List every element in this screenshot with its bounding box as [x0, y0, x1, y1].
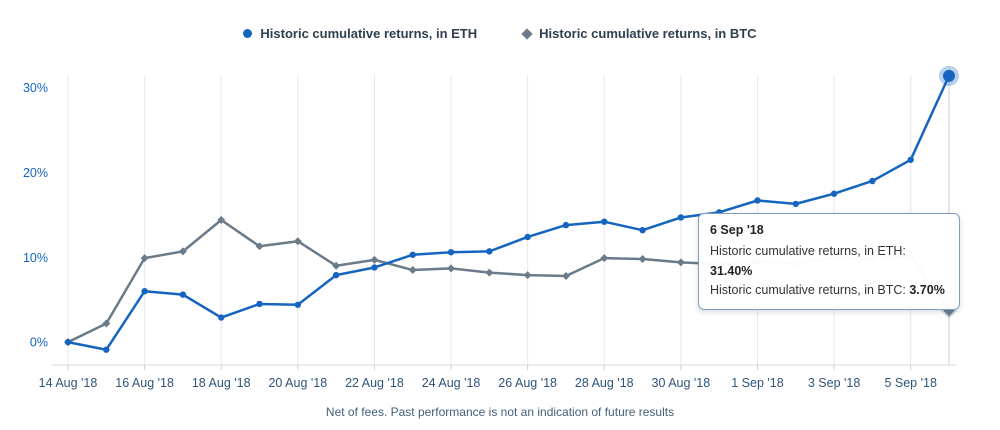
- btc-point-marker[interactable]: [102, 319, 111, 328]
- eth-point-marker[interactable]: [601, 218, 608, 225]
- btc-line: [66, 218, 951, 344]
- eth-point-marker[interactable]: [869, 177, 876, 185]
- eth-point-marker[interactable]: [332, 271, 340, 279]
- btc-point-marker[interactable]: [447, 264, 456, 273]
- btc-point-marker[interactable]: [868, 255, 877, 264]
- x-axis-label: 14 Aug '18: [39, 376, 98, 390]
- eth-line: [66, 74, 951, 351]
- x-axis-label: 5 Sep '18: [884, 376, 936, 390]
- btc-point-marker[interactable]: [791, 259, 800, 268]
- eth-point-marker[interactable]: [64, 338, 72, 346]
- eth-point-marker[interactable]: [524, 233, 531, 241]
- eth-point-marker[interactable]: [447, 249, 455, 256]
- btc-point-marker[interactable]: [370, 255, 379, 264]
- x-axis-label: 18 Aug '18: [192, 376, 251, 390]
- btc-point-marker[interactable]: [523, 271, 532, 280]
- eth-point-marker[interactable]: [754, 197, 761, 204]
- y-axis-label: 30%: [23, 81, 48, 95]
- btc-point-marker[interactable]: [600, 254, 609, 263]
- x-axis-label: 30 Aug '18: [652, 376, 711, 390]
- x-axis-label: 16 Aug '18: [115, 376, 174, 390]
- eth-point-marker[interactable]: [103, 346, 110, 353]
- legend-label-btc: Historic cumulative returns, in BTC: [539, 26, 757, 41]
- eth-point-marker[interactable]: [409, 251, 416, 258]
- legend-item-btc[interactable]: Historic cumulative returns, in BTC: [521, 26, 757, 41]
- eth-point-marker[interactable]: [677, 214, 685, 221]
- btc-point-marker[interactable]: [561, 271, 570, 280]
- btc-point-marker[interactable]: [638, 255, 647, 264]
- chart-legend: Historic cumulative returns, in ETH Hist…: [0, 26, 1000, 41]
- btc-point-marker[interactable]: [178, 247, 187, 256]
- y-axis-label: 0%: [30, 336, 48, 350]
- x-axis-label: 28 Aug '18: [575, 376, 634, 390]
- x-axis-label: 1 Sep '18: [731, 376, 783, 390]
- x-axis-label: 26 Aug '18: [498, 376, 557, 390]
- eth-point-marker[interactable]: [371, 264, 378, 271]
- eth-point-marker[interactable]: [141, 288, 148, 295]
- eth-point-marker[interactable]: [562, 221, 570, 229]
- x-axis-label: 22 Aug '18: [345, 376, 404, 390]
- btc-point-marker[interactable]: [830, 253, 839, 262]
- btc-point-marker[interactable]: [715, 260, 724, 269]
- eth-point-marker[interactable]: [218, 314, 225, 321]
- eth-point-marker[interactable]: [639, 226, 646, 234]
- eth-point-marker[interactable]: [486, 248, 493, 255]
- btc-series-marker-icon: [521, 27, 533, 40]
- btc-point-marker[interactable]: [293, 237, 302, 246]
- btc-point-marker[interactable]: [255, 242, 264, 251]
- x-axis-label: 20 Aug '18: [268, 376, 327, 390]
- x-axis-label: 3 Sep '18: [808, 376, 860, 390]
- eth-point-marker[interactable]: [943, 69, 955, 82]
- eth-point-marker[interactable]: [792, 200, 799, 208]
- btc-point-marker[interactable]: [408, 266, 417, 275]
- disclaimer-note: Net of fees. Past performance is not an …: [325, 405, 675, 419]
- eth-point-marker[interactable]: [179, 291, 187, 298]
- eth-point-marker[interactable]: [256, 300, 263, 308]
- x-axis-label: 24 Aug '18: [422, 376, 481, 390]
- btc-point-marker[interactable]: [753, 257, 762, 266]
- btc-point-marker[interactable]: [140, 254, 149, 263]
- eth-point-marker[interactable]: [907, 156, 914, 163]
- eth-point-marker[interactable]: [294, 301, 302, 308]
- y-axis-label: 20%: [23, 166, 48, 180]
- legend-label-eth: Historic cumulative returns, in ETH: [260, 26, 478, 41]
- eth-point-marker[interactable]: [830, 190, 838, 197]
- btc-point-marker[interactable]: [332, 261, 341, 270]
- legend-item-eth[interactable]: Historic cumulative returns, in ETH: [243, 26, 477, 41]
- y-axis-label: 10%: [23, 251, 48, 265]
- btc-point-marker[interactable]: [485, 268, 494, 277]
- btc-point-marker[interactable]: [217, 216, 226, 224]
- eth-series-marker-icon: [243, 29, 253, 38]
- eth-point-marker[interactable]: [715, 209, 723, 216]
- btc-point-marker[interactable]: [676, 258, 685, 267]
